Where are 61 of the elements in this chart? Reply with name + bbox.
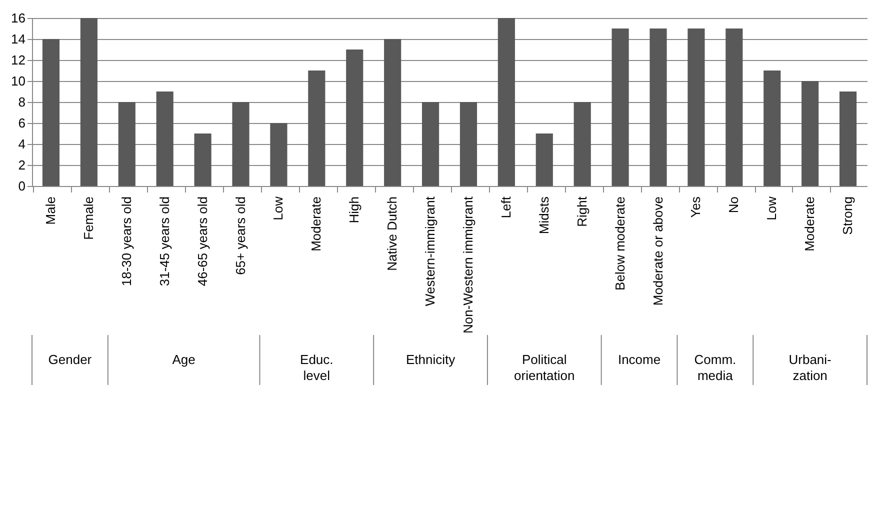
bar [232, 102, 250, 186]
x-tick-label: Below moderate [612, 196, 628, 290]
x-tick-label: Low [764, 196, 780, 220]
bar [612, 28, 629, 186]
x-tick-label: 18-30 years old [118, 196, 134, 286]
y-tick-label: 6 [18, 116, 26, 130]
text: Educ. level [300, 352, 334, 383]
bar [650, 28, 667, 186]
bar [80, 18, 98, 186]
bar [118, 102, 136, 186]
x-tick-label: Left [498, 196, 514, 218]
y-tick-label: 8 [18, 94, 26, 110]
bar [498, 18, 515, 186]
bar [384, 39, 402, 186]
y-tick-label: 10 [11, 74, 26, 88]
text: Urbani-zation [788, 352, 832, 383]
x-tick-label: Moderate [802, 196, 818, 252]
y-tick-label: 14 [11, 32, 26, 46]
text: Ethnicity [406, 352, 456, 367]
x-tick-label: Female [80, 196, 96, 240]
bar [726, 28, 743, 186]
x-tick-label: Moderate [308, 196, 324, 252]
bar [194, 134, 212, 186]
bar [422, 102, 440, 186]
x-tick-label: Low [270, 196, 286, 220]
bar [839, 92, 857, 186]
bar [688, 28, 705, 186]
y-tick-label: 0 [18, 178, 26, 194]
y-tick-label: 16 [11, 10, 26, 26]
x-tick-label: Native Dutch [384, 196, 400, 271]
bar [764, 70, 781, 186]
y-tick-label: 4 [18, 136, 26, 152]
x-tick-label: High [346, 196, 362, 224]
text: Income [618, 352, 661, 367]
bar [156, 92, 174, 186]
bar [460, 102, 478, 186]
x-tick-label: Midsts [536, 196, 552, 234]
x-tick-label: Right [574, 196, 590, 227]
bar [346, 50, 364, 186]
x-tick-label: Male [42, 196, 58, 225]
text: Political orientation [514, 352, 575, 383]
x-tick-label: Strong [840, 196, 856, 235]
x-tick-label: No [726, 196, 742, 214]
x-tick-label: 46-65 years old [194, 196, 210, 286]
text: Age [172, 352, 196, 367]
bar [536, 134, 553, 186]
x-tick-label: 65+ years old [232, 196, 248, 275]
x-tick-label: Non-Western immigrant [460, 196, 476, 334]
y-tick-label: 12 [11, 52, 26, 68]
text: Gender [48, 352, 92, 367]
x-tick-label: Yes [688, 196, 704, 218]
bar [270, 123, 288, 186]
bar [802, 81, 819, 186]
bar [308, 70, 326, 186]
x-tick-label: Western-immigrant [422, 196, 438, 306]
text: Comm. media [694, 352, 736, 383]
bar [42, 39, 60, 186]
bar [574, 102, 591, 186]
x-tick-label: 31-45 years old [156, 196, 172, 286]
y-tick-label: 2 [18, 158, 26, 172]
x-tick-label: Moderate or above [650, 196, 666, 306]
